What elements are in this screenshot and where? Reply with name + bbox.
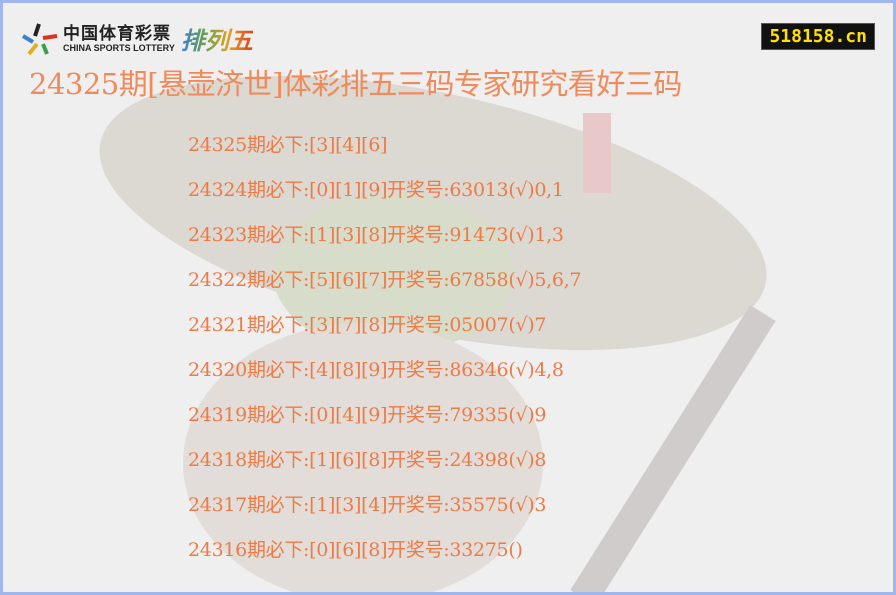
- list-item: 24319期必下:[0][4][9]开奖号:79335(√)9: [188, 404, 547, 426]
- list-item: 24325期必下:[3][4][6]: [188, 134, 388, 156]
- list-item: 24316期必下:[0][6][8]开奖号:33275(): [188, 539, 523, 561]
- list-item: 24323期必下:[1][3][8]开奖号:91473(√)1,3: [188, 224, 564, 246]
- site-badge: 518158.cn: [761, 23, 875, 50]
- list-item: 24317期必下:[1][3][4]开奖号:35575(√)3: [188, 494, 547, 516]
- lottery-star-icon: [21, 22, 58, 55]
- background-illustration: [99, 75, 776, 592]
- list-item: 24320期必下:[4][8][9]开奖号:86346(√)4,8: [188, 359, 564, 381]
- list-item: 24324期必下:[0][1][9]开奖号:63013(√)0,1: [188, 179, 564, 201]
- china-sports-lottery-logo: 中国体育彩票 CHINA SPORTS LOTTERY 排列五: [21, 21, 253, 56]
- list-item: 24318期必下:[1][6][8]开奖号:24398(√)8: [188, 449, 547, 471]
- logo-english-text: CHINA SPORTS LOTTERY: [63, 42, 175, 53]
- list-item: 24322期必下:[5][6][7]开奖号:67858(√)5,6,7: [188, 269, 582, 291]
- list-item: 24321期必下:[3][7][8]开奖号:05007(√)7: [188, 314, 547, 336]
- game-name-logo: 排列五: [181, 21, 253, 56]
- prediction-list: 24325期必下:[3][4][6] 24324期必下:[0][1][9]开奖号…: [188, 130, 582, 580]
- page-title: 24325期[悬壶济世]体彩排五三码专家研究看好三码: [29, 67, 682, 101]
- logo-chinese-text: 中国体育彩票: [63, 23, 171, 44]
